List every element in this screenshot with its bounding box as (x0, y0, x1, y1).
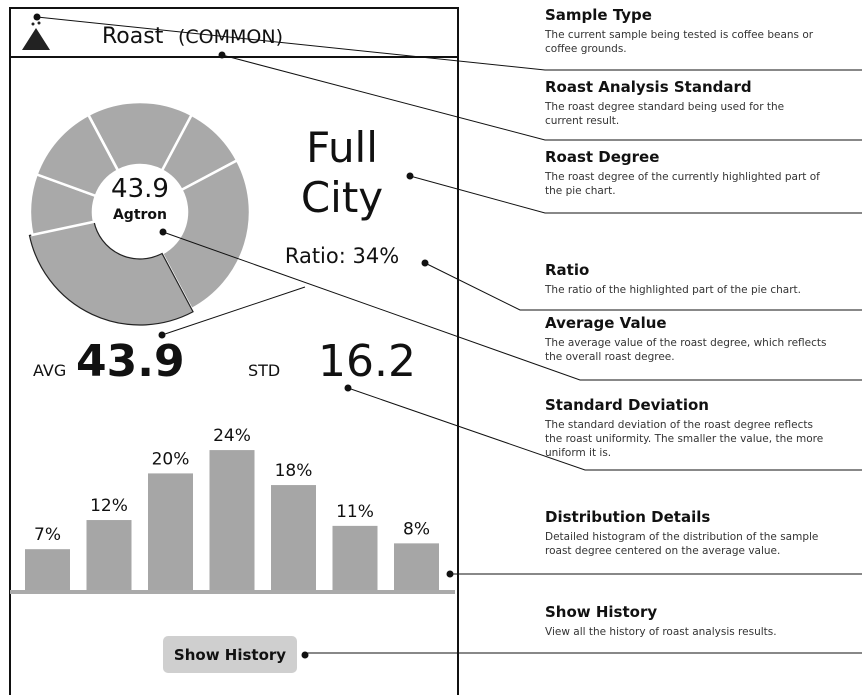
annotation-title: Average Value (545, 314, 667, 332)
annotation-title: Show History (545, 603, 657, 621)
annotations: Sample Type The current sample being test… (33, 6, 862, 659)
annotation-title: Ratio (545, 261, 589, 279)
annotation-description: current result. (545, 115, 619, 127)
center-value: 43.9 (111, 174, 169, 204)
histogram-bar (148, 473, 193, 590)
histogram-bar (332, 525, 378, 590)
annotation-description: The current sample being tested is coffe… (544, 29, 814, 41)
leader-dot (159, 228, 167, 236)
donut-segment (160, 158, 252, 311)
ratio: Ratio: 34% (285, 244, 399, 268)
histogram-bar (271, 485, 316, 590)
leader-dot (33, 13, 41, 21)
histogram-bar (209, 450, 255, 590)
histogram-baseline (10, 590, 455, 594)
annotation-description: roast degree centered on the average val… (545, 545, 780, 557)
bar-label: 20% (152, 449, 190, 469)
donut-segment-highlighted (28, 221, 194, 326)
degree-line: City (301, 173, 383, 222)
annotation-description: The standard deviation of the roast degr… (544, 419, 813, 431)
button-label[interactable]: Show History (174, 646, 286, 664)
avg-value: 43.9 (76, 336, 185, 387)
annotation-description: The average value of the roast degree, w… (544, 337, 826, 349)
leader-line (161, 286, 306, 336)
leader-dot (301, 651, 309, 659)
annotation-description: the overall roast degree. (545, 351, 675, 363)
leader-dot (421, 259, 429, 267)
bar-label: 12% (90, 496, 128, 516)
leader-dot (446, 570, 454, 578)
std-label: STD (248, 361, 280, 380)
leader-line (409, 175, 862, 214)
leader-line (347, 387, 862, 471)
leader-dot (218, 51, 226, 59)
histogram: 7% 12% 20% 24% 18% 11% 8% (25, 426, 439, 590)
annotation-description: Detailed histogram of the distribution o… (545, 531, 818, 543)
annotation-title: Standard Deviation (545, 396, 709, 414)
leader-line (36, 16, 862, 71)
show-history-button[interactable] (163, 636, 297, 673)
leader-dot (406, 172, 414, 180)
annotation-title: Roast Degree (545, 148, 659, 166)
annotation-title: Distribution Details (545, 508, 710, 526)
bar-label: 11% (336, 502, 374, 522)
annotation-description: coffee grounds. (545, 43, 627, 55)
leader-dot (158, 331, 166, 339)
degree-line: Full (306, 123, 378, 172)
histogram-bar (86, 520, 132, 590)
center-unit: Agtron (113, 207, 167, 223)
std-value: 16.2 (318, 336, 416, 387)
donut-segment (87, 114, 120, 172)
avg-label: AVG (33, 361, 66, 380)
header-title: Roast (102, 24, 164, 49)
leader-line (424, 262, 862, 311)
annotation-description: The roast degree standard being used for… (544, 101, 784, 113)
bar-label: 18% (275, 461, 313, 481)
histogram-bar (394, 543, 439, 590)
leader-line (162, 231, 862, 381)
leader-dot (344, 384, 352, 392)
bar-label: 24% (213, 426, 251, 446)
donut-chart (28, 100, 252, 326)
bar-label: 8% (403, 519, 430, 539)
annotation-description: the pie chart. (545, 185, 616, 197)
bar-label: 7% (34, 525, 61, 545)
annotation-description: the roast uniformity. The smaller the va… (545, 433, 823, 445)
histogram-bar (25, 549, 70, 590)
annotation-title: Roast Analysis Standard (545, 78, 752, 96)
annotation-title: Sample Type (545, 6, 652, 24)
annotation-description: The roast degree of the currently highli… (544, 171, 820, 183)
annotation-description: View all the history of roast analysis r… (545, 626, 777, 638)
leader-line (221, 54, 862, 141)
annotation-description: uniform it is. (545, 447, 611, 459)
annotation-description: The ratio of the highlighted part of the… (544, 284, 801, 296)
